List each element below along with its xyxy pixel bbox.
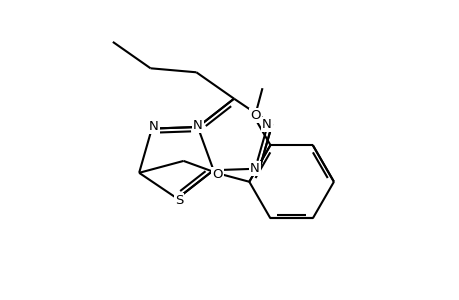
- Text: S: S: [174, 194, 183, 207]
- Text: O: O: [212, 168, 222, 181]
- Text: N: N: [261, 118, 271, 131]
- Text: N: N: [192, 119, 202, 132]
- Text: N: N: [250, 162, 259, 175]
- Text: N: N: [148, 120, 158, 133]
- Text: O: O: [250, 109, 260, 122]
